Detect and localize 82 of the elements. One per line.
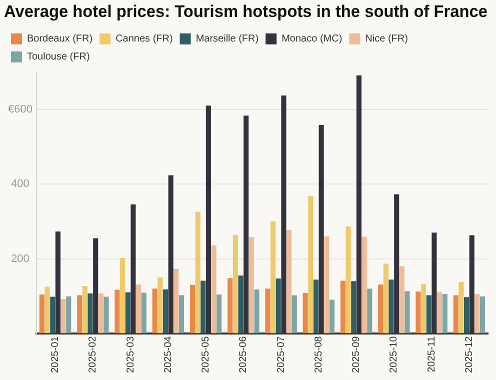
bar <box>480 296 486 334</box>
bar <box>329 300 335 334</box>
legend-label: Bordeaux (FR) <box>27 34 93 45</box>
bar <box>136 284 142 334</box>
bar <box>178 295 184 334</box>
bar <box>351 281 356 334</box>
bar <box>200 280 206 334</box>
bar <box>416 292 421 334</box>
bar <box>362 236 367 334</box>
x-tick-label: 2025-05 <box>200 336 212 374</box>
bar <box>453 295 458 334</box>
bar <box>367 288 372 334</box>
bar <box>421 284 426 334</box>
bar <box>60 299 66 334</box>
bar <box>77 295 82 334</box>
bar <box>238 276 244 334</box>
bar <box>265 288 270 334</box>
bar <box>313 280 319 334</box>
bar <box>404 291 410 334</box>
y-tick-label: €600 <box>8 104 32 116</box>
x-tick-label: 2025-09 <box>351 336 362 374</box>
bar <box>44 286 50 334</box>
bar <box>82 286 88 334</box>
bar <box>120 258 126 334</box>
bar <box>426 295 432 334</box>
bar <box>383 264 388 334</box>
bar <box>346 226 351 334</box>
bar <box>66 296 72 334</box>
bar <box>195 212 200 334</box>
bar <box>270 221 276 334</box>
bar <box>442 294 448 334</box>
bar <box>474 294 480 334</box>
bar <box>174 268 179 334</box>
bar <box>302 293 308 334</box>
legend-label: Nice (FR) <box>365 34 408 45</box>
legend-label: Marseille (FR) <box>196 34 259 45</box>
bar <box>114 290 120 334</box>
y-tick-label: 400 <box>11 178 30 190</box>
bar <box>162 289 168 334</box>
legend-label: Cannes (FR) <box>116 34 173 45</box>
chart-title: Average hotel prices: Tourism hotspots in the south of France <box>4 2 488 21</box>
bar <box>141 292 146 334</box>
bar <box>458 282 464 334</box>
x-tick-label: 2025-03 <box>125 336 136 374</box>
bar <box>340 280 346 334</box>
bar <box>276 278 281 334</box>
bar <box>324 236 330 334</box>
x-tick-label: 2025-12 <box>464 336 475 374</box>
bar <box>308 196 314 334</box>
x-tick-label: 2025-04 <box>162 336 174 374</box>
bar <box>39 294 44 334</box>
bar <box>211 245 216 334</box>
bar <box>388 280 394 334</box>
bar <box>399 266 404 334</box>
x-tick-label: 2025-08 <box>313 336 324 374</box>
bar <box>125 292 130 334</box>
bar <box>378 284 384 334</box>
x-tick-label: 2025-02 <box>88 336 99 374</box>
bar <box>292 295 297 334</box>
x-tick-label: 2025-01 <box>50 336 62 374</box>
bar <box>232 234 238 334</box>
bar <box>216 294 222 334</box>
x-tick-label: 2025-10 <box>388 336 400 374</box>
bar <box>464 297 470 334</box>
x-tick-label: 2025-07 <box>276 336 287 374</box>
x-tick-label: 2025-06 <box>238 336 250 374</box>
bar <box>158 277 163 334</box>
bar <box>228 278 233 334</box>
y-tick-label: 200 <box>11 252 30 265</box>
bar <box>104 296 109 334</box>
bar <box>254 289 260 334</box>
bar <box>437 292 442 334</box>
bar <box>286 230 292 334</box>
x-tick-label: 2025-11 <box>426 336 438 372</box>
bar <box>248 237 254 334</box>
bar <box>50 296 56 334</box>
legend-label: Toulouse (FR) <box>27 52 90 63</box>
bar <box>190 284 195 334</box>
bar <box>152 288 158 334</box>
legend-label: Monaco (MC) <box>282 34 342 45</box>
bar <box>88 293 93 334</box>
bar <box>98 293 104 334</box>
